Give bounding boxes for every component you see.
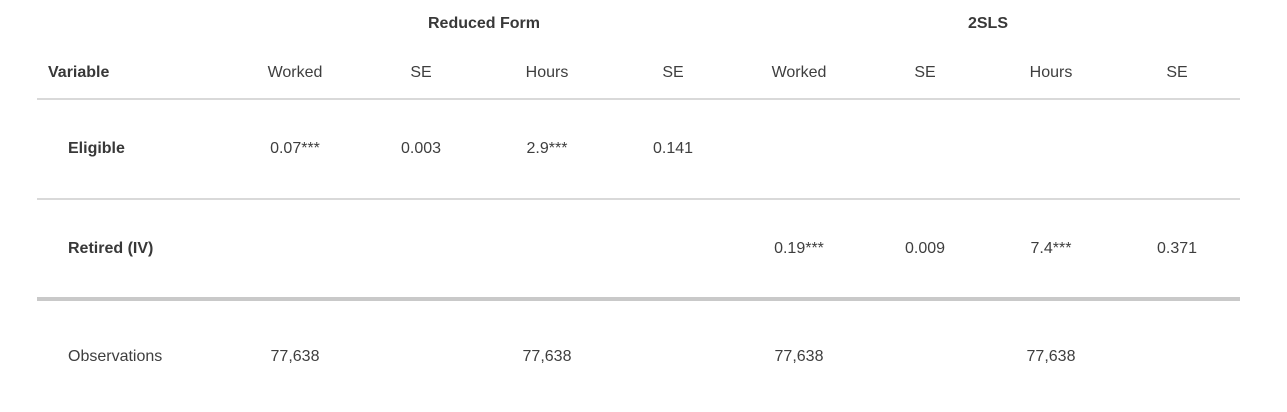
row-label-retired-iv: Retired (IV): [68, 239, 154, 257]
column-header-worked-reduced: Worked: [267, 64, 323, 81]
column-header-hours-2sls: Hours: [1029, 64, 1073, 81]
cell-eligible-reduced-worked-se: 0.003: [400, 140, 442, 157]
column-header-se-reduced-worked: SE: [410, 64, 432, 81]
row-label-eligible: Eligible: [68, 140, 125, 157]
cell-observations-reduced-hours: 77,638: [522, 347, 572, 365]
cell-eligible-reduced-worked: 0.07***: [270, 140, 320, 157]
column-header-hours-reduced: Hours: [525, 64, 569, 81]
cell-retired-2sls-hours-se: 0.371: [1156, 239, 1198, 257]
cell-eligible-reduced-hours: 2.9***: [526, 140, 568, 157]
cell-eligible-reduced-hours-se: 0.141: [652, 140, 694, 157]
column-header-variable: Variable: [48, 64, 110, 81]
cell-retired-2sls-worked-se: 0.009: [904, 239, 946, 257]
group-header-reduced-form: Reduced Form: [427, 15, 540, 32]
table-row-retired-iv: Retired (IV) 0.19*** 0.009 7.4*** 0.371: [37, 200, 1240, 301]
cell-observations-reduced-worked: 77,638: [270, 347, 320, 365]
group-header-row: Reduced Form 2SLS: [37, 0, 1240, 48]
cell-observations-2sls-hours: 77,638: [1026, 347, 1076, 365]
regression-table: Reduced Form 2SLS Variable Worked SE Hou…: [37, 0, 1240, 412]
cell-observations-2sls-worked: 77,638: [774, 347, 824, 365]
row-label-observations: Observations: [68, 347, 163, 365]
column-header-se-reduced-hours: SE: [662, 64, 684, 81]
cell-retired-2sls-hours: 7.4***: [1030, 239, 1072, 257]
group-header-2sls: 2SLS: [967, 15, 1008, 32]
column-header-se-2sls-worked: SE: [914, 64, 936, 81]
column-header-row: Variable Worked SE Hours SE Worked SE Ho…: [37, 48, 1240, 100]
table-row-observations: Observations 77,638 77,638 77,638 77,638: [37, 301, 1240, 412]
table-row-eligible: Eligible 0.07*** 0.003 2.9*** 0.141: [37, 100, 1240, 200]
cell-retired-2sls-worked: 0.19***: [774, 239, 824, 257]
column-header-worked-2sls: Worked: [771, 64, 827, 81]
column-header-se-2sls-hours: SE: [1166, 64, 1188, 81]
